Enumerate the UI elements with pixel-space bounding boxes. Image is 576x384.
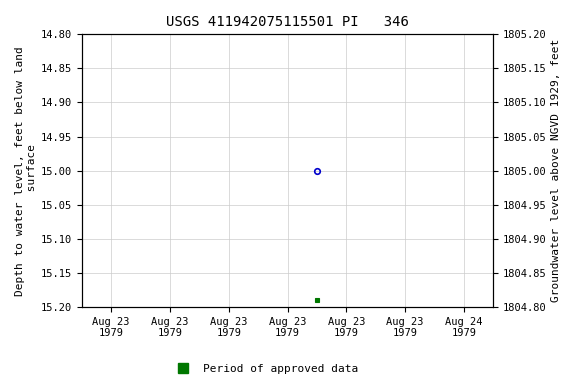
Legend: Period of approved data: Period of approved data — [168, 359, 362, 379]
Y-axis label: Depth to water level, feet below land
 surface: Depth to water level, feet below land su… — [15, 46, 37, 296]
Y-axis label: Groundwater level above NGVD 1929, feet: Groundwater level above NGVD 1929, feet — [551, 39, 561, 302]
Title: USGS 411942075115501 PI   346: USGS 411942075115501 PI 346 — [166, 15, 409, 29]
